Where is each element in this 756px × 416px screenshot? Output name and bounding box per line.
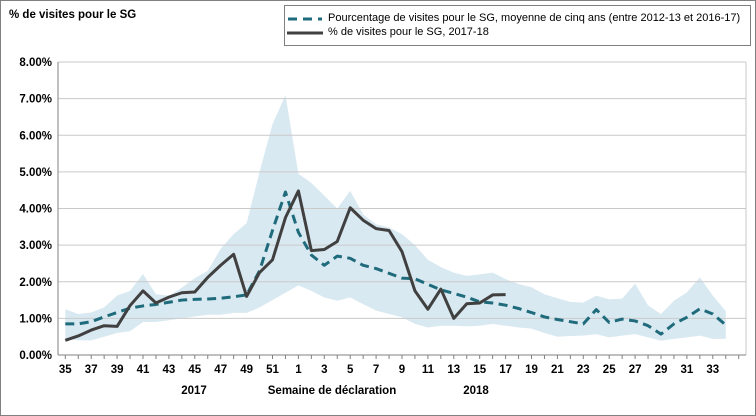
y-tick-label: 6.00%: [19, 130, 52, 142]
x-tick-label: 51: [266, 364, 279, 376]
x-tick-label: 13: [447, 364, 460, 376]
x-tick-label: 49: [240, 364, 253, 376]
x-tick-label: 1: [295, 364, 302, 376]
x-tick-label: 19: [525, 364, 538, 376]
y-tick-label: 2.00%: [19, 277, 52, 289]
x-tick-label: 5: [347, 364, 354, 376]
x-tick-label: 25: [603, 364, 616, 376]
x-tick-label: 29: [655, 364, 668, 376]
x-tick-label: 39: [111, 364, 124, 376]
x-axis-title: Semaine de déclaration: [267, 385, 397, 397]
x-tick-label: 11: [422, 364, 435, 376]
legend-label-2017-18: % de visites pour le SG, 2017-18: [328, 26, 489, 38]
series-moyenne-cinq-ans: [65, 190, 727, 336]
x-tick-label: 3: [321, 364, 327, 376]
legend-label-moyenne: Pourcentage de visites pour le SG, moyen…: [328, 12, 741, 24]
x-tick-label: 37: [85, 364, 98, 376]
y-tick-label: 0.00%: [19, 350, 52, 362]
y-tick-label: 8.00%: [19, 57, 52, 69]
series-2017-18: [64, 189, 506, 342]
x-tick-label: 33: [706, 364, 719, 376]
x-tick-label: 31: [681, 364, 694, 376]
x-tick-label: 27: [629, 364, 642, 376]
x-tick-label: 35: [59, 364, 72, 376]
year-label-2018: 2018: [463, 385, 489, 397]
y-tick-label: 5.00%: [19, 167, 52, 179]
x-tick-label: 45: [188, 364, 201, 376]
dashed-line-swatch: [288, 17, 322, 20]
x-tick-label: 15: [473, 364, 486, 376]
x-tick-label: 9: [399, 364, 405, 376]
x-tick-label: 43: [163, 364, 176, 376]
legend-item-2017-18: % de visites pour le SG, 2017-18: [287, 26, 746, 39]
y-tick-label: 4.00%: [19, 204, 52, 216]
x-tick-label: 47: [214, 364, 227, 376]
legend-box: Pourcentage de visites pour le SG, moyen…: [284, 5, 751, 46]
y-axis-title: % de visites pour le SG: [9, 9, 137, 21]
x-tick-label: 17: [499, 364, 512, 376]
x-tick-label: 21: [551, 364, 564, 376]
confidence-band-area: [65, 94, 726, 341]
solid-line-swatch: [287, 31, 323, 34]
x-tick-label: 7: [373, 364, 379, 376]
year-label-2017: 2017: [181, 385, 207, 397]
y-tick-label: 1.00%: [19, 313, 52, 325]
y-tick-label: 3.00%: [19, 240, 52, 252]
y-tick-label: 7.00%: [19, 94, 52, 106]
x-tick-label: 41: [137, 364, 150, 376]
x-tick-label: 23: [577, 364, 590, 376]
x-axis-caption-row: 2017 Semaine de déclaration 2018: [1, 385, 755, 401]
legend-item-moyenne: Pourcentage de visites pour le SG, moyen…: [287, 12, 746, 25]
